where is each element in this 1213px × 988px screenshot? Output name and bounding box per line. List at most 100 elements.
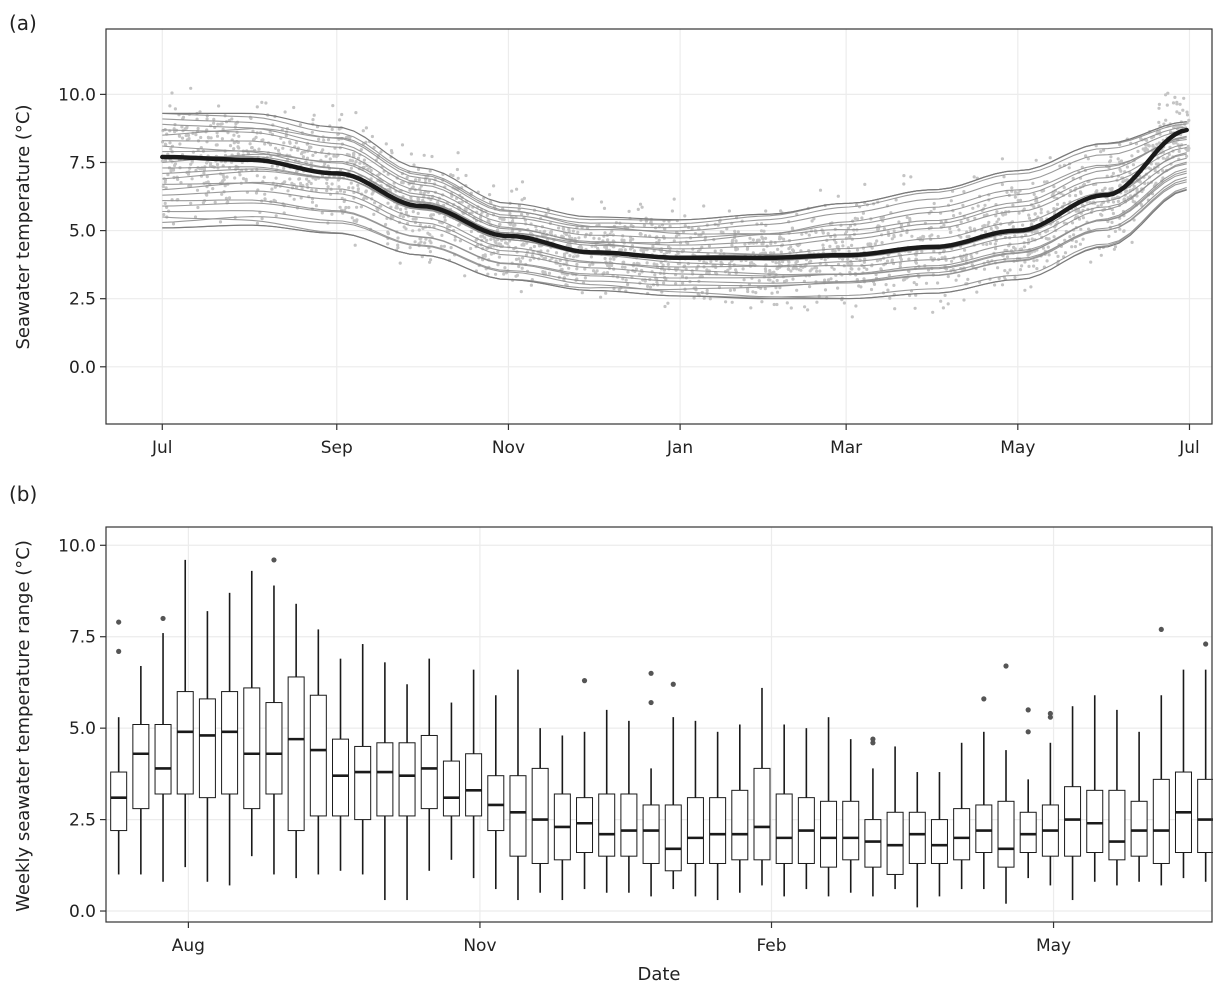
data-point	[418, 223, 422, 227]
box-body	[243, 687, 261, 810]
data-point	[950, 259, 954, 263]
site-fit-line	[162, 123, 1187, 229]
data-point	[394, 206, 398, 210]
data-point	[603, 256, 607, 261]
data-point	[189, 162, 193, 166]
data-point	[1018, 198, 1023, 202]
data-point	[965, 235, 969, 239]
data-point	[416, 211, 420, 215]
data-point	[775, 290, 780, 294]
data-point	[932, 201, 936, 206]
data-point	[836, 194, 840, 198]
data-point	[946, 302, 950, 306]
box-body	[332, 738, 350, 817]
box-outlier	[1158, 626, 1164, 633]
data-point	[789, 269, 793, 273]
data-point	[733, 229, 737, 233]
data-point	[568, 243, 572, 247]
data-point	[215, 134, 220, 138]
data-point	[1164, 118, 1168, 122]
data-point	[915, 282, 919, 287]
data-point	[502, 272, 506, 276]
data-point	[311, 118, 315, 122]
box-body	[997, 800, 1015, 868]
box	[953, 742, 971, 890]
data-point	[1081, 216, 1085, 220]
box-body	[531, 767, 549, 864]
data-point	[1032, 192, 1036, 196]
box-body	[198, 698, 216, 799]
data-point	[576, 230, 580, 234]
data-point	[1017, 211, 1021, 215]
box	[287, 603, 305, 879]
data-point	[707, 244, 712, 248]
data-point	[1029, 285, 1033, 289]
data-point	[730, 243, 734, 247]
data-point	[450, 194, 454, 198]
data-point	[1136, 149, 1140, 153]
data-point	[288, 141, 292, 145]
data-point	[746, 287, 750, 291]
data-point	[1021, 223, 1025, 227]
data-point	[898, 265, 902, 269]
box	[398, 684, 416, 901]
data-point	[362, 158, 366, 162]
data-point	[893, 307, 897, 311]
box-outlier	[648, 670, 654, 676]
data-point	[520, 180, 525, 184]
data-point	[875, 259, 880, 263]
data-point	[1078, 242, 1082, 246]
data-point	[830, 265, 834, 269]
data-point	[666, 262, 670, 266]
data-point	[305, 177, 309, 181]
data-point	[428, 169, 432, 173]
data-point	[962, 190, 966, 194]
data-point	[690, 227, 694, 231]
data-point	[655, 263, 659, 267]
data-point	[328, 157, 332, 161]
data-point	[208, 164, 213, 168]
data-point	[373, 201, 377, 205]
data-point	[727, 209, 732, 213]
data-point	[761, 242, 765, 246]
data-point	[847, 249, 851, 253]
data-point	[292, 197, 296, 201]
panel-b-y-axis: 0.0 2.5 5.0 7.5 10.0	[58, 536, 106, 922]
data-point	[957, 274, 961, 278]
data-point	[790, 226, 795, 230]
data-point	[1108, 159, 1113, 163]
data-point	[1039, 207, 1043, 211]
box	[731, 724, 749, 893]
data-point	[599, 200, 604, 204]
data-point	[227, 196, 232, 200]
data-point	[1032, 259, 1036, 263]
data-point	[1162, 122, 1166, 126]
data-point	[726, 268, 730, 272]
data-point	[1046, 210, 1050, 214]
data-point	[995, 226, 999, 230]
data-point	[412, 163, 416, 167]
data-point	[861, 211, 866, 215]
data-point	[314, 177, 318, 181]
data-point	[411, 210, 415, 214]
data-point	[1000, 157, 1005, 161]
data-point	[902, 182, 906, 186]
data-point	[662, 281, 666, 285]
data-point	[1121, 180, 1125, 184]
data-point	[184, 133, 188, 138]
data-point	[213, 200, 217, 204]
data-point	[386, 230, 390, 234]
data-point	[417, 178, 421, 182]
data-point	[972, 227, 977, 231]
data-point	[928, 234, 932, 238]
data-point	[352, 152, 356, 156]
data-point	[260, 100, 264, 104]
box-body	[731, 789, 749, 861]
data-point	[855, 217, 860, 221]
data-point	[216, 122, 220, 126]
data-point	[1016, 199, 1020, 203]
data-point	[220, 137, 224, 141]
data-point	[453, 238, 457, 242]
data-point	[610, 229, 614, 233]
data-point	[1058, 164, 1062, 168]
